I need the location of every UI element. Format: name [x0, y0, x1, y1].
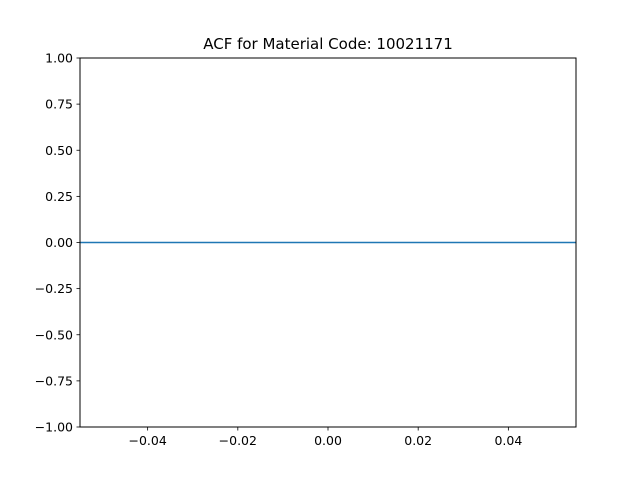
x-axis-ticks: −0.04 −0.02 0.00 0.02 0.04	[128, 427, 522, 448]
x-tick-label: 0.00	[314, 433, 342, 448]
y-tick-label: −0.50	[35, 327, 73, 342]
x-tick-label: −0.04	[128, 433, 166, 448]
y-tick-label: −0.25	[35, 281, 73, 296]
y-tick-label: −1.00	[35, 420, 73, 435]
y-tick-label: 0.25	[45, 189, 73, 204]
x-tick-label: 0.04	[494, 433, 522, 448]
y-tick-label: −0.75	[35, 373, 73, 388]
x-tick-label: 0.02	[404, 433, 432, 448]
y-tick-label: 1.00	[45, 51, 73, 66]
y-tick-label: 0.50	[45, 143, 73, 158]
x-tick-label: −0.02	[219, 433, 257, 448]
y-tick-label: 0.75	[45, 97, 73, 112]
y-tick-label: 0.00	[45, 235, 73, 250]
y-axis-ticks: 1.00 0.75 0.50 0.25 0.00 −0.25 −0.50 −0.75 −1.00	[35, 51, 80, 435]
plot-frame	[79, 57, 577, 428]
chart-title: ACF for Material Code: 10021171	[203, 35, 453, 53]
